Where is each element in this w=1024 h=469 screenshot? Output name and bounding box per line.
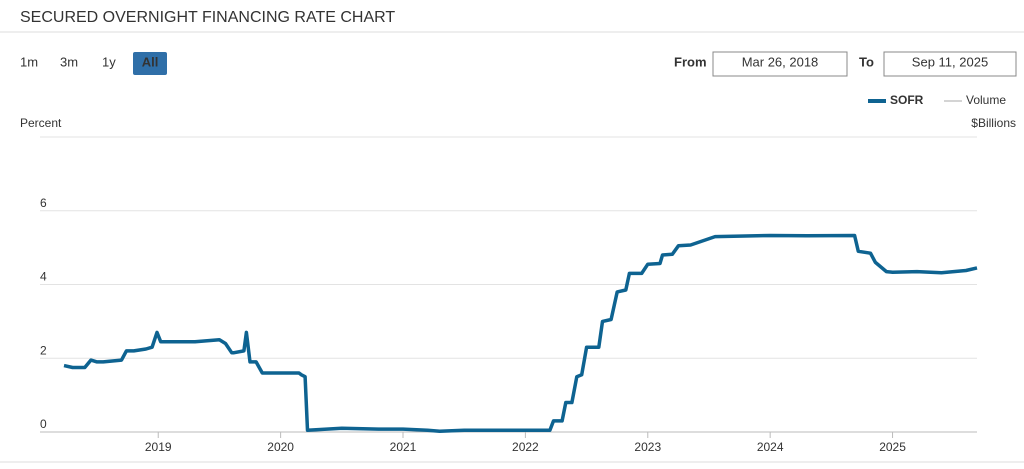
range-button[interactable] xyxy=(133,52,167,75)
y-tick-label: 4 xyxy=(40,270,47,284)
range-buttons: 1m 3m 1y All xyxy=(20,52,167,75)
x-tick-label: 2025 xyxy=(879,440,906,454)
x-tick-label: 2023 xyxy=(634,440,661,454)
range-label[interactable]: 1m xyxy=(20,54,38,69)
range-label[interactable]: 3m xyxy=(60,54,78,69)
x-tick-label: 2020 xyxy=(267,440,294,454)
x-tick-label: 2022 xyxy=(512,440,539,454)
from-input[interactable] xyxy=(712,51,848,77)
range-label[interactable]: 1y xyxy=(102,54,116,69)
y-tick-label: 0 xyxy=(40,417,47,431)
from-label: From xyxy=(674,54,707,69)
y-axis-label: Percent xyxy=(20,116,62,130)
y-tick-label: 6 xyxy=(40,196,47,210)
legend-label[interactable]: Volume xyxy=(966,93,1006,107)
series-line xyxy=(63,233,978,434)
x-tick-label: 2019 xyxy=(145,440,172,454)
to-date[interactable]: Sep 11, 2025 xyxy=(912,54,988,69)
range-label[interactable]: All xyxy=(142,54,159,69)
to-input[interactable] xyxy=(883,51,1017,77)
y2-axis-label: $Billions xyxy=(971,116,1016,130)
page-title: SECURED OVERNIGHT FINANCING RATE CHART xyxy=(20,9,395,26)
legend-label: SOFR xyxy=(890,93,924,107)
x-tick-label: 2024 xyxy=(757,440,784,454)
from-date[interactable]: Mar 26, 2018 xyxy=(742,54,819,69)
y-tick-label: 2 xyxy=(40,343,47,357)
x-tick-label: 2021 xyxy=(390,440,417,454)
to-label: To xyxy=(859,54,874,69)
